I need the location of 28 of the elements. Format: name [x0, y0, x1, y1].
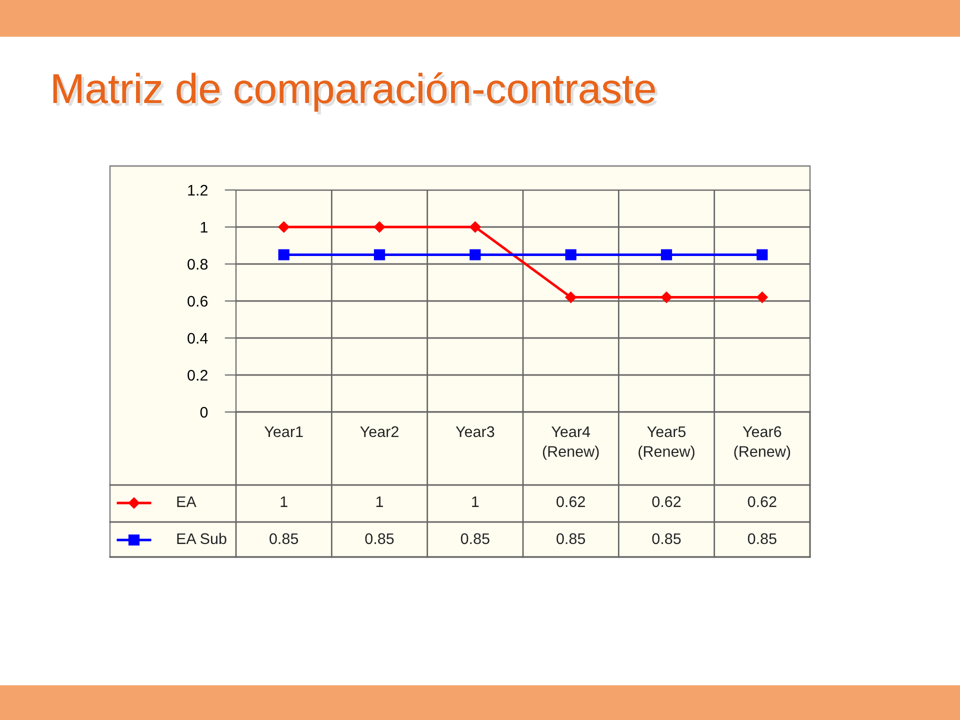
x-tick-label: Year1: [264, 426, 303, 438]
y-tick-label: 0.2: [188, 370, 208, 381]
data-label: 1: [472, 496, 479, 507]
legend-label: EA Sub: [177, 532, 226, 544]
data-label: 0.85: [270, 533, 298, 544]
y-tick-label: 0.6: [188, 296, 208, 307]
y-tick-label: 0.4: [188, 332, 208, 344]
y-tick-label: 0: [200, 406, 208, 418]
x-tick-label: Year6 (Renew): [734, 426, 790, 460]
legend-label: EA: [177, 496, 196, 507]
data-label: 0.62: [556, 496, 585, 508]
data-label: 1: [280, 496, 288, 507]
data-label: 1: [376, 496, 384, 507]
data-label: 0.85: [460, 533, 490, 544]
y-tick-label: 0.8: [188, 258, 208, 270]
x-tick-label: Year2: [360, 426, 398, 438]
data-label: 0.62: [748, 496, 776, 508]
chart-title: Matriz de comparación-contraste: [53, 72, 658, 114]
y-tick-label: 1.2: [188, 184, 208, 196]
data-label: 0.85: [652, 533, 681, 544]
x-tick-label: Year5 (Renew): [638, 426, 694, 460]
data-label: 0.85: [365, 533, 394, 544]
x-tick-label: Year3: [456, 426, 494, 438]
data-label: 0.62: [652, 496, 681, 508]
data-label: 0.85: [748, 533, 776, 544]
x-tick-label: Year4 (Renew): [542, 426, 599, 460]
data-label: 0.85: [556, 533, 586, 544]
y-tick-label: 1: [200, 222, 208, 233]
